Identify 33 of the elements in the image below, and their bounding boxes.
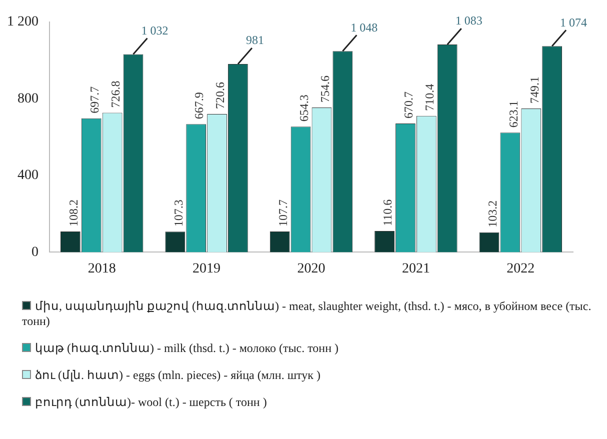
data-label: 107.7 bbox=[276, 200, 290, 227]
data-label: 754.6 bbox=[318, 75, 332, 102]
data-label: 697.7 bbox=[88, 86, 102, 114]
x-tick-label: 2021 bbox=[402, 261, 430, 276]
y-tick-label: 800 bbox=[18, 91, 38, 106]
legend-label: բուրդ (տոննա)- wool (t.) - шерсть ( тонн ) bbox=[34, 395, 268, 410]
data-label: 749.1 bbox=[527, 76, 542, 104]
legend-label: կաթ (հազ.տոննա) - milk (thsd. t.) - молоко (тыс. тонн ) bbox=[34, 341, 340, 356]
data-label: 654.3 bbox=[296, 94, 311, 122]
data-label: 1 032 bbox=[141, 23, 168, 38]
data-label: 108.2 bbox=[66, 199, 81, 226]
data-label: 667.9 bbox=[192, 92, 206, 120]
y-tick-label: 1 200 bbox=[7, 14, 38, 30]
y-tick-label: 0 bbox=[32, 244, 38, 260]
legend-label: ձու (մլն. հատ) - eggs (mln. pieces) - яйца (млн. штук ) bbox=[34, 368, 322, 383]
data-label: 1 048 bbox=[350, 20, 378, 34]
x-tick-label: 2018 bbox=[88, 261, 116, 276]
data-label: 726.8 bbox=[108, 80, 122, 108]
data-label: 670.7 bbox=[402, 92, 416, 119]
data-label: 103.2 bbox=[485, 200, 500, 228]
data-label: 720.6 bbox=[213, 82, 228, 109]
x-tick-label: 2020 bbox=[297, 261, 326, 276]
data-label: 1 083 bbox=[455, 14, 482, 28]
data-label: 981 bbox=[246, 33, 264, 48]
x-tick-label: 2022 bbox=[506, 261, 535, 276]
data-label: 1 074 bbox=[560, 15, 588, 30]
legend-label: միս, սպանդային քաշով (հազ.տոննա) - meat, slaughter weight, (thsd. t.) - мясо, в убойном весе (тыс. тонн) bbox=[22, 299, 592, 329]
data-label: 107.3 bbox=[171, 200, 186, 227]
data-label: 710.4 bbox=[422, 84, 437, 111]
y-tick-label: 400 bbox=[18, 168, 38, 184]
x-tick-label: 2019 bbox=[192, 261, 221, 276]
data-label: 623.1 bbox=[506, 100, 520, 128]
data-label: 110.6 bbox=[380, 199, 395, 226]
